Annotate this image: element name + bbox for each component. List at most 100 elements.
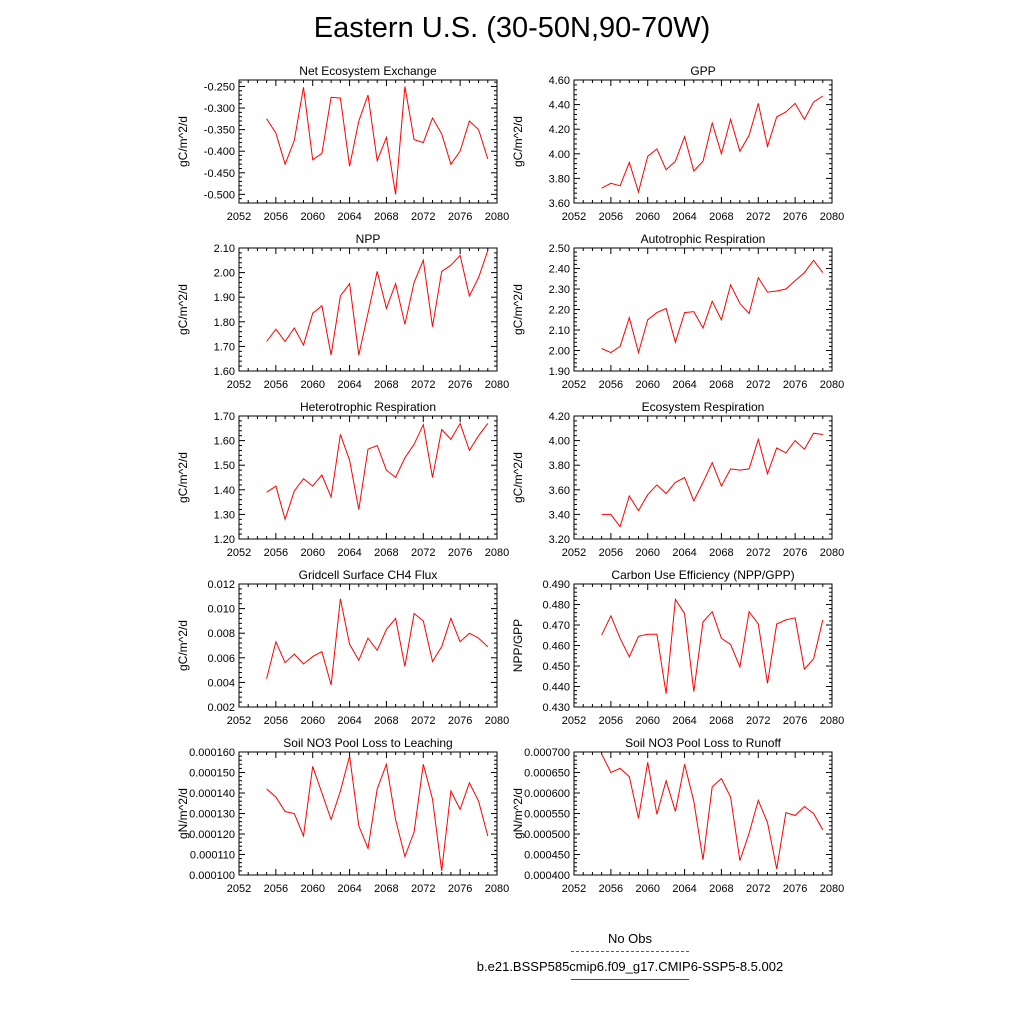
x-tick-label: 2076	[783, 379, 807, 391]
series-line	[601, 597, 824, 694]
y-tick-label: 0.004	[207, 677, 235, 689]
x-tick-label: 2060	[635, 883, 659, 895]
y-tick-label: 1.90	[214, 292, 235, 304]
y-tick-label: 0.450	[542, 661, 570, 673]
chart-panel-2: GPP gC/m^2/d 2052 2056 2060 2064 2068 2072 2076 2…	[511, 64, 844, 223]
y-tick-label: 1.60	[214, 366, 235, 378]
y-tick-label: 0.008	[207, 628, 235, 640]
x-tick-label: 2052	[562, 715, 586, 727]
x-tick-label: 2068	[374, 547, 398, 559]
series-line	[601, 95, 824, 194]
chart-panel-7: Gridcell Surface CH4 Flux gC/m^2/d 2052 205…	[176, 568, 509, 727]
y-tick-label: 4.20	[549, 124, 570, 136]
x-tick-label: 2064	[337, 547, 361, 559]
y-tick-label: 2.50	[549, 243, 570, 255]
x-tick-label: 2080	[485, 883, 509, 895]
y-tick-label: 1.70	[214, 341, 235, 353]
x-tick-label: 2068	[709, 715, 733, 727]
y-axis-label: gN/m^2/d	[176, 788, 190, 839]
plot-frame	[573, 247, 833, 372]
x-tick-label: 2072	[746, 715, 770, 727]
x-tick-label: 2072	[411, 547, 435, 559]
chart-panel-8: Carbon Use Efficiency (NPP/GPP) NPP/GPP 20…	[511, 568, 844, 727]
x-tick-label: 2080	[820, 379, 844, 391]
x-tick-label: 2068	[709, 211, 733, 223]
panel-title: Autotrophic Respiration	[641, 232, 766, 246]
y-tick-label: -0.250	[204, 81, 235, 93]
legend-label-model: b.e21.BSSP585cmip6.f09_g17.CMIP6-SSP5-8.…	[476, 959, 784, 974]
y-tick-label: 0.010	[207, 604, 235, 616]
x-tick-label: 2072	[746, 883, 770, 895]
y-tick-label: 4.20	[549, 411, 570, 423]
x-tick-label: 2056	[599, 715, 623, 727]
x-tick-label: 2052	[227, 883, 251, 895]
x-tick-label: 2060	[300, 211, 324, 223]
y-tick-label: 3.40	[549, 509, 570, 521]
y-tick-label: 0.000120	[189, 829, 235, 841]
y-axis-label: gC/m^2/d	[176, 284, 190, 335]
x-tick-label: 2052	[562, 883, 586, 895]
x-tick-label: 2060	[300, 715, 324, 727]
panel-title: Soil NO3 Pool Loss to Leaching	[283, 736, 452, 750]
series-line	[266, 86, 489, 195]
x-tick-label: 2068	[374, 211, 398, 223]
y-tick-label: 1.40	[214, 485, 235, 497]
chart-panel-6: Ecosystem Respiration gC/m^2/d 2052 2056 206…	[511, 400, 844, 559]
panel-title: NPP	[356, 232, 381, 246]
x-tick-label: 2056	[599, 211, 623, 223]
x-tick-label: 2080	[820, 715, 844, 727]
x-tick-label: 2072	[411, 211, 435, 223]
y-tick-label: 1.70	[214, 411, 235, 423]
series-line	[601, 432, 823, 528]
x-tick-label: 2052	[227, 379, 251, 391]
x-tick-label: 2056	[264, 883, 288, 895]
x-tick-label: 2056	[599, 379, 623, 391]
series-line	[266, 250, 489, 356]
panel-title: Gridcell Surface CH4 Flux	[299, 568, 438, 582]
x-tick-label: 2052	[562, 547, 586, 559]
y-tick-label: 2.40	[549, 264, 570, 276]
y-axis-label: NPP/GPP	[511, 619, 525, 672]
x-tick-label: 2080	[820, 883, 844, 895]
x-tick-label: 2068	[709, 379, 733, 391]
y-tick-label: 2.00	[549, 346, 570, 358]
x-tick-label: 2076	[783, 715, 807, 727]
x-tick-label: 2064	[672, 379, 696, 391]
x-tick-label: 2076	[448, 211, 472, 223]
x-tick-label: 2068	[374, 715, 398, 727]
y-tick-label: 0.470	[542, 620, 570, 632]
plot-frame	[238, 415, 498, 540]
chart-panel-9: Soil NO3 Pool Loss to Leaching gN/m^2/d 20…	[176, 736, 509, 895]
x-tick-label: 2072	[746, 379, 770, 391]
x-tick-label: 2052	[227, 715, 251, 727]
y-tick-label: 0.440	[542, 682, 570, 694]
x-tick-label: 2080	[485, 379, 509, 391]
y-axis-label: gC/m^2/d	[511, 452, 525, 503]
y-tick-label: 3.80	[549, 460, 570, 472]
legend-line-model	[571, 979, 689, 980]
x-tick-label: 2072	[411, 379, 435, 391]
y-tick-label: 1.30	[214, 509, 235, 521]
panel-title: Heterotrophic Respiration	[300, 400, 436, 414]
y-tick-label: 3.80	[549, 173, 570, 185]
y-tick-label: 0.490	[542, 579, 570, 591]
y-tick-label: 1.60	[214, 436, 235, 448]
y-tick-label: 0.000110	[190, 850, 235, 862]
x-tick-label: 2064	[337, 379, 361, 391]
x-tick-label: 2056	[599, 883, 623, 895]
x-tick-label: 2072	[411, 883, 435, 895]
y-tick-label: 2.10	[549, 325, 570, 337]
x-tick-label: 2056	[264, 211, 288, 223]
y-tick-label: 1.80	[214, 317, 235, 329]
x-tick-label: 2072	[411, 715, 435, 727]
y-tick-label: 2.30	[549, 284, 570, 296]
page-title: Eastern U.S. (30-50N,90-70W)	[313, 12, 711, 44]
x-tick-label: 2076	[448, 715, 472, 727]
y-axis-label: gC/m^2/d	[511, 116, 525, 167]
x-tick-label: 2076	[783, 211, 807, 223]
x-tick-label: 2056	[599, 547, 623, 559]
x-tick-label: 2076	[448, 547, 472, 559]
y-axis-label: gC/m^2/d	[176, 620, 190, 671]
y-tick-label: -0.450	[204, 168, 235, 180]
